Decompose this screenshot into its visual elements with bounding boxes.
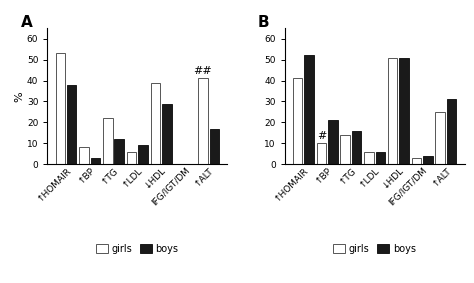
Text: ##: ## — [193, 66, 212, 76]
Bar — [293, 78, 302, 164]
Bar — [317, 143, 326, 164]
Bar — [375, 152, 385, 164]
Bar — [115, 139, 124, 164]
Bar — [412, 158, 421, 164]
Bar — [340, 135, 350, 164]
Bar — [55, 53, 65, 164]
Bar — [436, 112, 445, 164]
Bar — [447, 99, 456, 164]
Bar — [352, 131, 361, 164]
Bar — [364, 152, 374, 164]
Bar — [67, 85, 76, 164]
Text: #: # — [317, 131, 326, 141]
Legend: girls, boys: girls, boys — [92, 240, 182, 258]
Legend: girls, boys: girls, boys — [329, 240, 420, 258]
Text: A: A — [20, 15, 32, 30]
Bar — [151, 83, 160, 164]
Bar — [388, 57, 397, 164]
Bar — [304, 55, 314, 164]
Bar — [79, 147, 89, 164]
Bar — [162, 104, 172, 164]
Bar — [423, 156, 433, 164]
Bar — [127, 152, 137, 164]
Bar — [138, 145, 148, 164]
Bar — [103, 118, 113, 164]
Text: B: B — [258, 15, 269, 30]
Bar — [198, 78, 208, 164]
Bar — [210, 128, 219, 164]
Y-axis label: %: % — [14, 91, 24, 102]
Bar — [399, 57, 409, 164]
Bar — [328, 120, 337, 164]
Bar — [91, 158, 100, 164]
